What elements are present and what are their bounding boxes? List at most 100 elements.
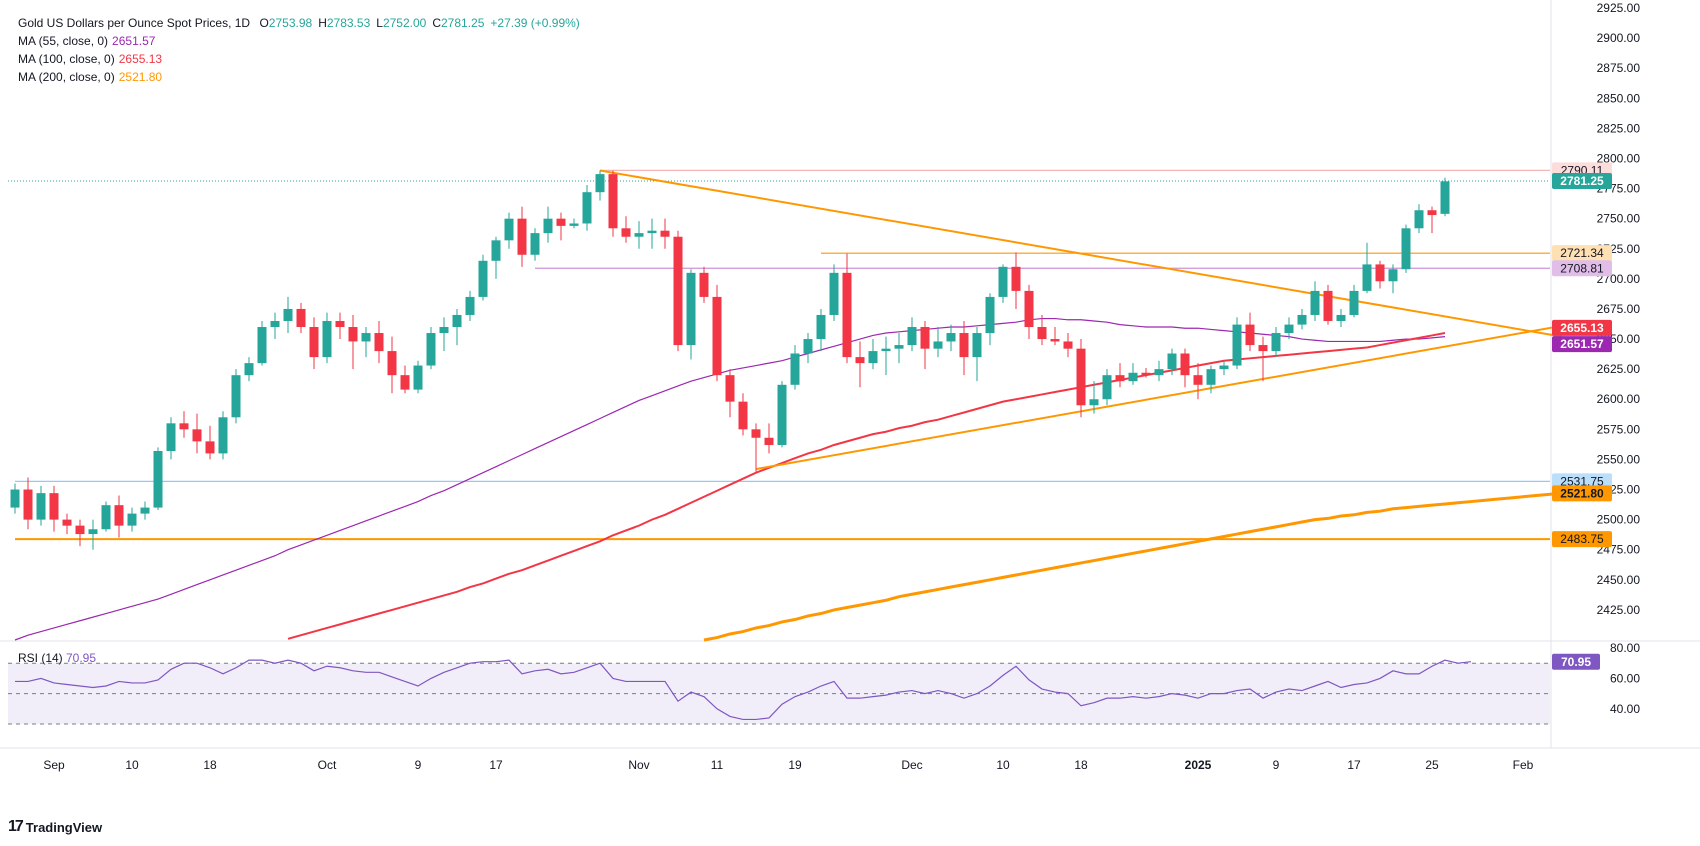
candle-body	[1388, 269, 1398, 282]
candle	[868, 339, 878, 370]
candle	[283, 296, 293, 334]
candle-body	[1245, 324, 1255, 346]
candle	[1284, 317, 1294, 340]
candle	[1115, 363, 1125, 388]
candle-body	[881, 348, 891, 352]
price-badge-text: 2651.57	[1560, 337, 1604, 351]
candle	[49, 485, 59, 532]
price-tick-label: 2575.00	[1597, 422, 1641, 436]
candle-body	[439, 327, 449, 334]
candle-body	[647, 230, 657, 234]
candle-body	[426, 333, 436, 366]
candle	[1440, 177, 1450, 217]
candle-body	[62, 519, 72, 526]
rsi-badge-bg	[1552, 653, 1600, 670]
candle	[569, 218, 579, 229]
price-tick-label: 2600.00	[1597, 392, 1641, 406]
price-tick-label: 2625.00	[1597, 362, 1641, 376]
candle	[192, 413, 202, 454]
level-badge-bg	[1552, 260, 1612, 277]
candle	[1089, 381, 1099, 414]
candle	[1232, 317, 1242, 370]
candle	[660, 218, 670, 249]
candle-body	[374, 333, 384, 352]
candle	[1297, 308, 1307, 330]
indicator-row[interactable]: MA (100, close, 0) 2655.13	[18, 50, 580, 68]
indicator-value: 2521.80	[118, 70, 163, 84]
time-tick-label: 9	[415, 758, 422, 772]
candle-body	[1011, 266, 1021, 291]
indicator-row[interactable]: MA (200, close, 0) 2521.80	[18, 68, 580, 86]
candle-body	[517, 218, 527, 255]
candle	[1219, 360, 1229, 376]
candle-body	[231, 375, 241, 418]
trendline	[755, 324, 1563, 471]
candle	[257, 320, 267, 366]
candle	[400, 365, 410, 394]
candle-body	[465, 296, 475, 315]
candle-body	[829, 272, 839, 315]
candle-body	[1414, 210, 1424, 229]
candle-body	[348, 327, 358, 342]
candle-body	[595, 174, 605, 193]
price-badge-bg	[1552, 319, 1612, 336]
candle	[218, 411, 228, 460]
candle	[582, 184, 592, 231]
tradingview-name: TradingView	[25, 819, 103, 835]
candle-body	[153, 451, 163, 508]
level-badge-bg	[1552, 245, 1612, 262]
price-badge: 2521.80	[1552, 485, 1612, 502]
indicator-list: MA (55, close, 0) 2651.57 MA (100, close, …	[18, 32, 580, 86]
candle	[127, 507, 137, 532]
rsi-value: 70.95	[66, 651, 96, 665]
candle-body	[1362, 264, 1372, 291]
candle	[1141, 367, 1151, 378]
candle-body	[49, 493, 59, 520]
candle	[75, 519, 85, 547]
candle	[1180, 348, 1190, 388]
candle	[985, 293, 995, 346]
candle	[1206, 365, 1216, 394]
candle-body	[1271, 333, 1281, 352]
candle	[413, 360, 423, 394]
candle	[1154, 360, 1164, 382]
candle	[1128, 363, 1138, 385]
trendline	[599, 169, 1563, 338]
indicator-row[interactable]: MA (55, close, 0) 2651.57	[18, 32, 580, 50]
candle	[10, 483, 20, 514]
candle-body	[1076, 348, 1086, 406]
candle	[439, 317, 449, 352]
candle	[1167, 348, 1177, 376]
candle-body	[530, 233, 540, 255]
candle-body	[998, 266, 1008, 297]
time-tick-label: 10	[125, 758, 139, 772]
candle-body	[205, 441, 215, 454]
candle-body	[725, 375, 735, 402]
candle	[1401, 224, 1411, 273]
candle-body	[1154, 369, 1164, 376]
candle-body	[387, 351, 397, 376]
candle-body	[1102, 375, 1112, 400]
candle	[309, 317, 319, 370]
candle-body	[933, 341, 943, 349]
candle	[23, 477, 33, 530]
candle-body	[218, 417, 228, 454]
candle-body	[712, 296, 722, 376]
candle-body	[23, 489, 33, 520]
candle	[634, 221, 644, 249]
time-tick-label: 18	[203, 758, 217, 772]
tradingview-logo[interactable]: 17 TradingView	[8, 818, 102, 836]
candle-body	[660, 230, 670, 237]
candle	[1193, 363, 1203, 400]
candle-body	[803, 339, 813, 354]
level-badge: 2708.81	[1552, 260, 1612, 277]
tradingview-icon: 17	[8, 818, 24, 835]
rsi-tick-label: 40.00	[1610, 702, 1640, 716]
candle-body	[1024, 290, 1034, 328]
candle	[166, 417, 176, 460]
time-tick-label: 2025	[1185, 758, 1212, 772]
time-axis: Sep 10 18 Oct 9 17 Nov 11 19 Dec 10 18 2025 9 17 25 Feb	[43, 758, 1533, 772]
candle	[1258, 336, 1268, 382]
candle	[673, 230, 683, 352]
